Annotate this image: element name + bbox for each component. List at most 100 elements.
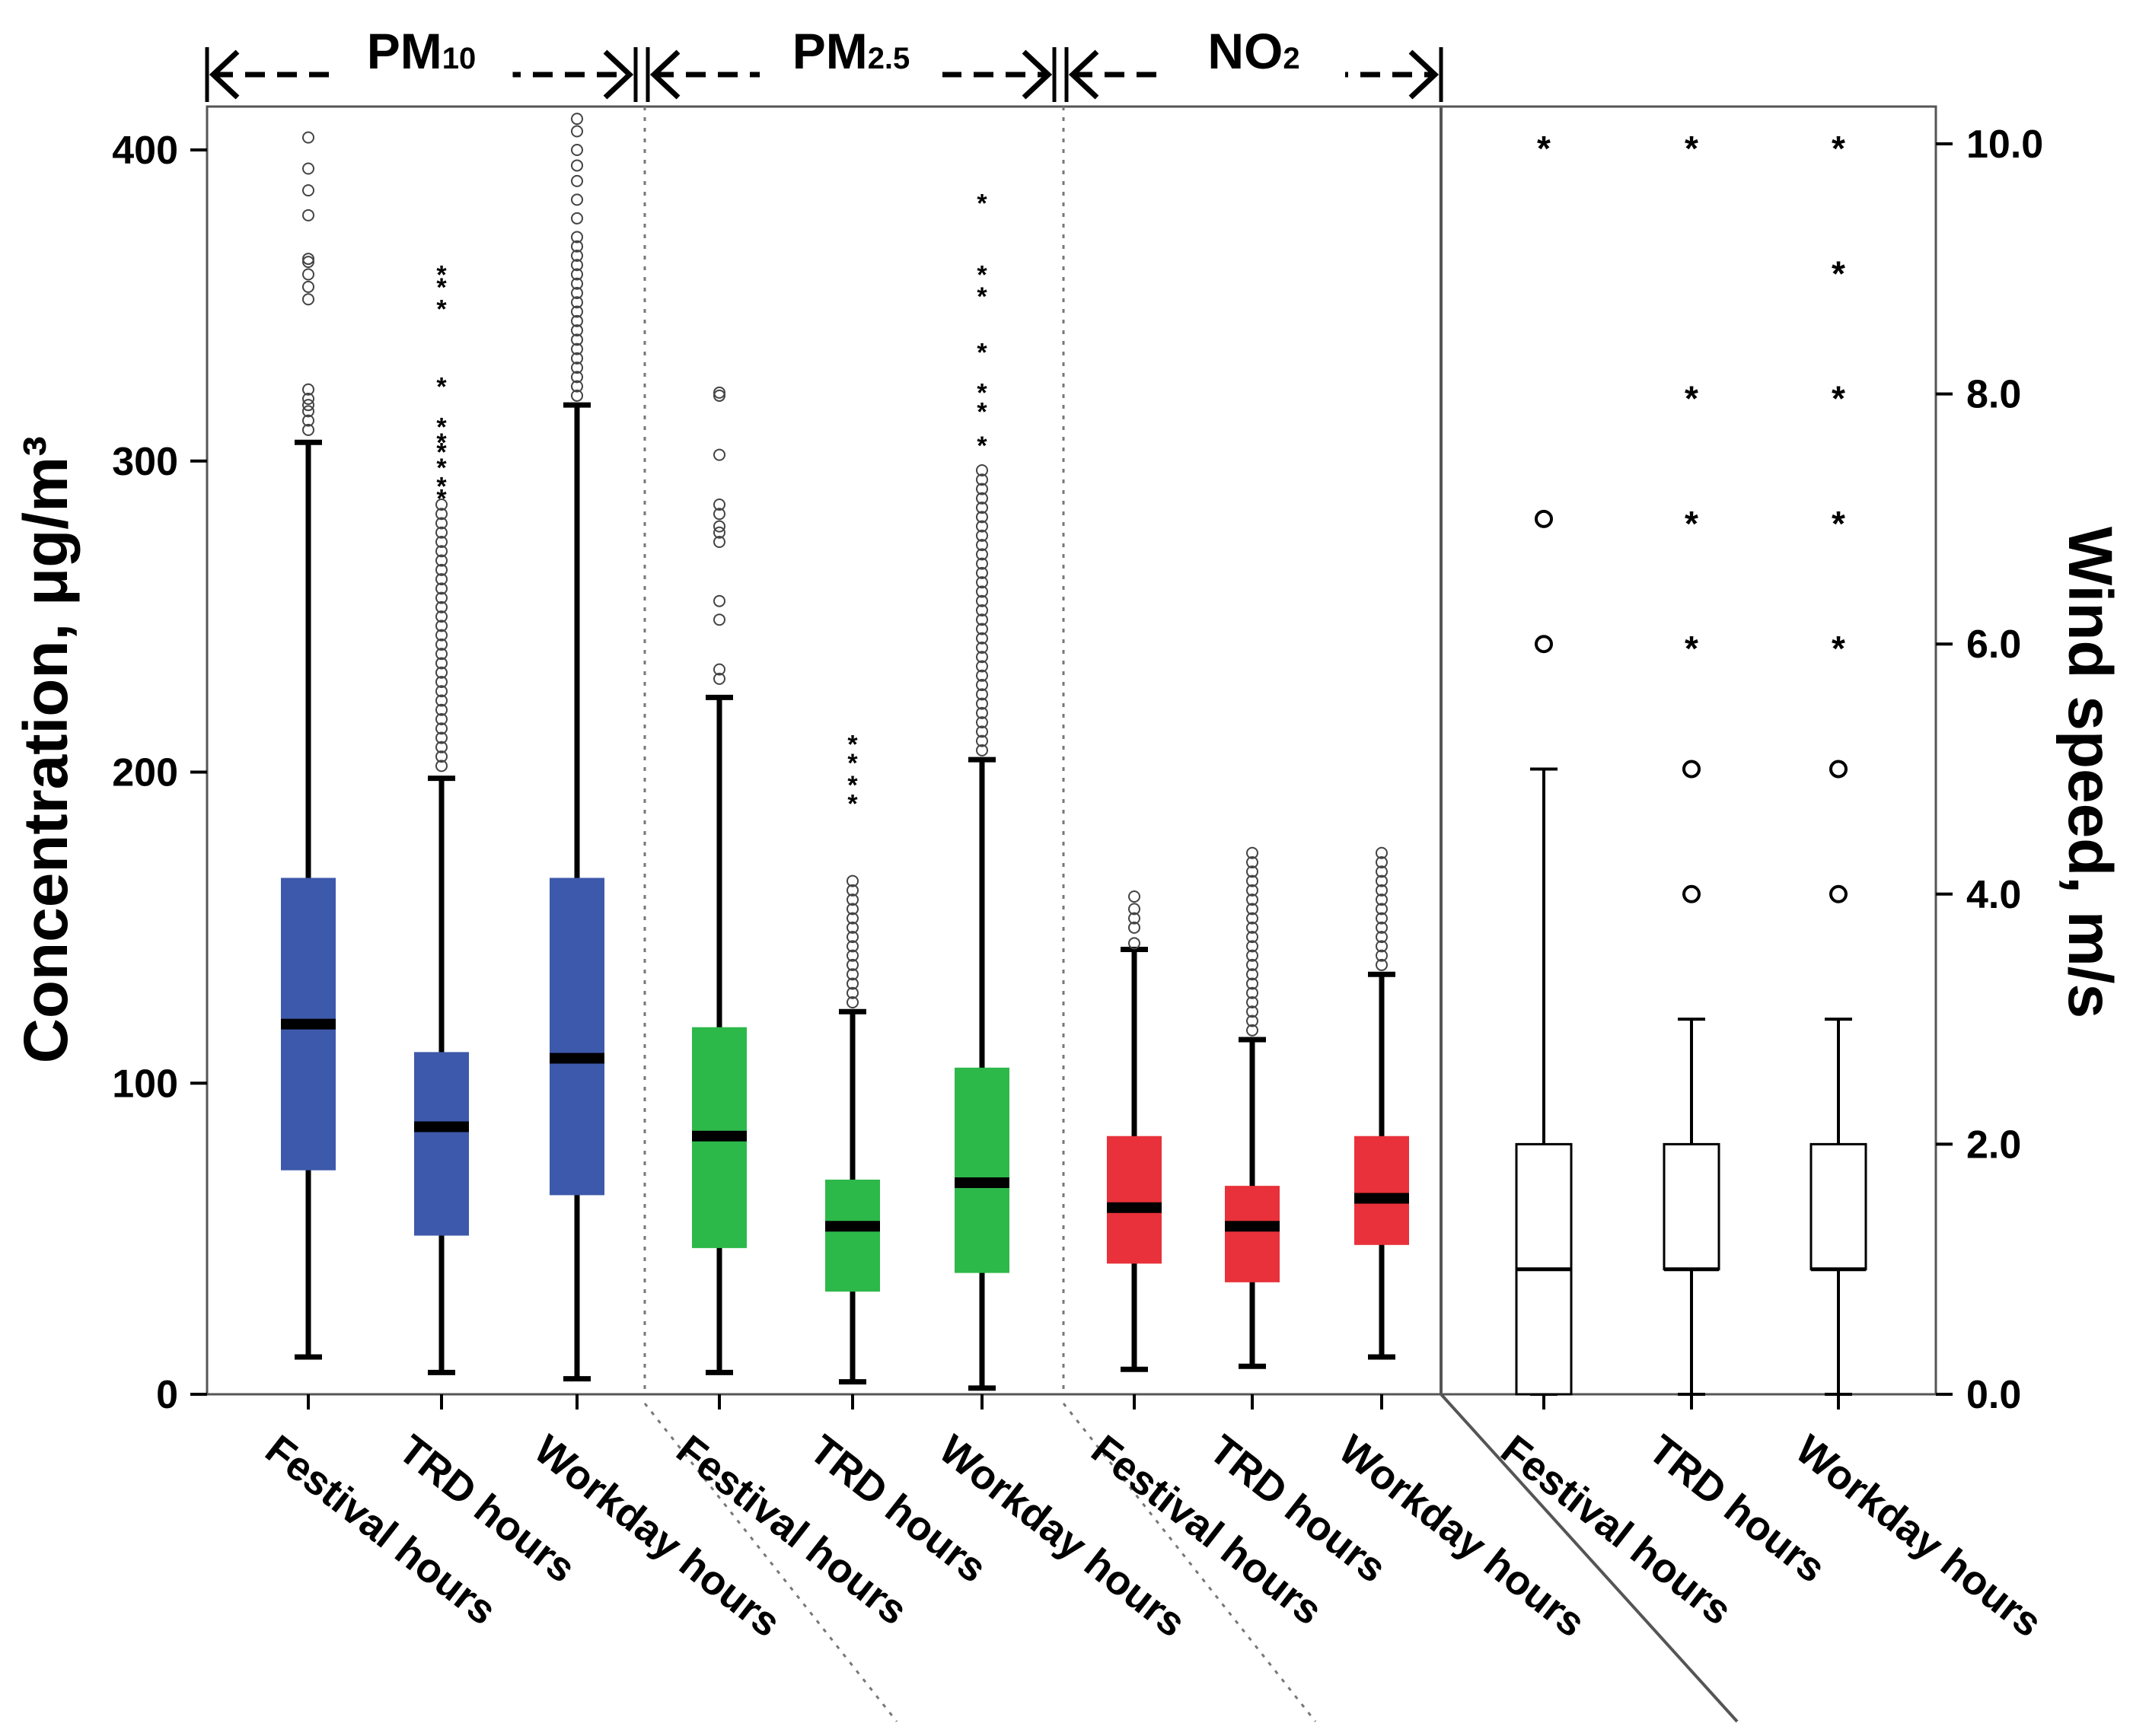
plot-area bbox=[190, 105, 1953, 1723]
outlier-circle bbox=[1246, 995, 1258, 1008]
pollutant-box-group bbox=[692, 386, 747, 1375]
outlier-star: * bbox=[436, 428, 447, 457]
arrow-head-left bbox=[209, 49, 240, 100]
outlier-circle bbox=[302, 256, 314, 269]
outlier-circle bbox=[302, 268, 314, 281]
wind-divider-extension bbox=[1440, 1393, 1739, 1723]
outlier-star: * bbox=[436, 260, 447, 289]
outlier-circle bbox=[571, 352, 583, 365]
outlier-star: * bbox=[977, 260, 987, 289]
outlier-circle bbox=[976, 623, 988, 635]
left-axis-tick-label: 300 bbox=[112, 440, 178, 484]
outlier-star: * bbox=[1832, 379, 1845, 419]
outlier-star: * bbox=[436, 454, 447, 483]
outlier-circle bbox=[571, 231, 583, 244]
left-axis-title: Concentration, μg/m³ bbox=[11, 436, 81, 1064]
outlier-circle bbox=[435, 648, 448, 661]
outlier-circle bbox=[713, 520, 725, 533]
outlier-circle bbox=[713, 389, 725, 402]
outlier-circle bbox=[571, 362, 583, 374]
outlier-circle bbox=[1246, 912, 1258, 925]
outlier-circle bbox=[1246, 986, 1258, 999]
outlier-circle bbox=[435, 563, 448, 576]
outlier-star: * bbox=[977, 397, 987, 426]
outlier-star: * bbox=[436, 485, 447, 514]
outlier-circle bbox=[976, 734, 988, 747]
outlier-circle bbox=[435, 536, 448, 549]
outlier-circle bbox=[976, 548, 988, 561]
outlier-circle bbox=[571, 249, 583, 262]
box-iqr bbox=[414, 1052, 469, 1236]
outlier-circle bbox=[976, 585, 988, 598]
pollutant-header-label: PM2.5 bbox=[792, 23, 910, 79]
outlier-circle bbox=[1246, 968, 1258, 981]
outlier-circle bbox=[435, 722, 448, 735]
outlier-circle bbox=[713, 498, 725, 511]
outlier-circle bbox=[713, 613, 725, 626]
outlier-circle bbox=[302, 280, 314, 293]
outlier-circle bbox=[976, 492, 988, 505]
pollutant-box-group bbox=[1107, 890, 1162, 1372]
outlier-circle bbox=[571, 333, 583, 346]
header-label-background bbox=[1162, 27, 1345, 96]
outlier-circle bbox=[713, 594, 725, 607]
outlier-circle bbox=[976, 576, 988, 589]
outlier-circle bbox=[1246, 856, 1258, 869]
outlier-circle bbox=[571, 144, 583, 156]
outlier-circle bbox=[976, 697, 988, 710]
outlier-circle bbox=[976, 594, 988, 607]
outlier-circle bbox=[435, 694, 448, 707]
outlier-circle bbox=[571, 125, 583, 138]
outlier-circle bbox=[976, 557, 988, 570]
outlier-circle bbox=[435, 741, 448, 753]
outlier-circle bbox=[976, 473, 988, 486]
box-iqr bbox=[1809, 1142, 1867, 1271]
outlier-circle bbox=[1246, 921, 1258, 934]
outlier-star: * bbox=[977, 282, 987, 311]
outlier-circle bbox=[976, 716, 988, 729]
outlier-circle bbox=[976, 632, 988, 645]
category-label: Workday hours bbox=[526, 1426, 789, 1646]
right-axis-title: Wind speed, m/s bbox=[2055, 527, 2125, 1018]
outlier-circle bbox=[847, 940, 859, 953]
left-axis-tick-label: 100 bbox=[112, 1062, 178, 1106]
outlier-star: * bbox=[847, 789, 858, 818]
outlier-circle bbox=[571, 342, 583, 355]
outlier-circle bbox=[435, 750, 448, 763]
outlier-circle bbox=[847, 931, 859, 944]
outlier-circle bbox=[1246, 949, 1258, 962]
outlier-circle bbox=[976, 706, 988, 719]
pollutant-box-group: **** bbox=[825, 731, 880, 1385]
outlier-circle bbox=[435, 582, 448, 595]
category-label: Festival hours bbox=[668, 1426, 916, 1634]
outlier-circle bbox=[302, 383, 314, 396]
wind-box-group: * * * * * bbox=[1809, 129, 1867, 1396]
outlier-circle bbox=[976, 660, 988, 673]
pollutant-header-label: PM10 bbox=[367, 23, 477, 79]
outlier-circle bbox=[435, 508, 448, 521]
outlier-circle bbox=[571, 305, 583, 318]
outlier-circle bbox=[1376, 912, 1388, 925]
outlier-star: * bbox=[1537, 129, 1551, 168]
wind-box-group: * * * * bbox=[1663, 129, 1720, 1396]
pollutant-headers: PM10 PM2.5 NO2 bbox=[205, 23, 1443, 102]
header-label-background bbox=[330, 27, 513, 96]
outlier-circle bbox=[1246, 846, 1258, 859]
outlier-circle bbox=[435, 675, 448, 688]
pm25-divider-extension bbox=[643, 1403, 898, 1722]
outlier-circle bbox=[1128, 912, 1140, 925]
outlier-circle bbox=[571, 371, 583, 384]
right-axis-tick-label: 6.0 bbox=[1966, 623, 2021, 667]
outlier-circle bbox=[571, 277, 583, 290]
outlier-circle bbox=[976, 502, 988, 514]
outlier-star: * bbox=[436, 472, 447, 501]
outlier-circle bbox=[847, 995, 859, 1008]
outlier-circle bbox=[847, 893, 859, 906]
outlier-circle bbox=[1128, 890, 1140, 903]
right-axis-tick-label: 4.0 bbox=[1966, 873, 2021, 917]
outlier-circle bbox=[435, 685, 448, 698]
outlier-star: * bbox=[1832, 253, 1845, 293]
outlier-circle bbox=[571, 389, 583, 402]
outlier-circle bbox=[713, 672, 725, 685]
outlier-star: * bbox=[977, 189, 987, 218]
